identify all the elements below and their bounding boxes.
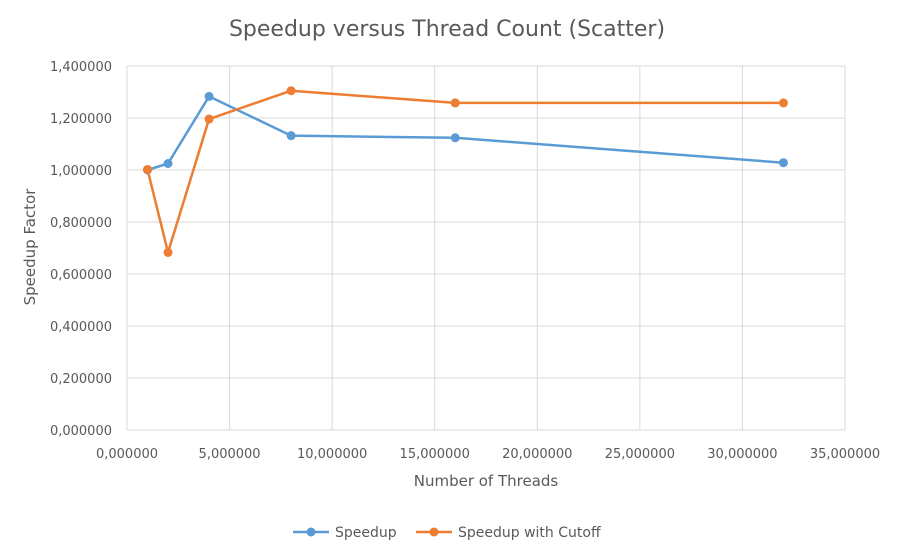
x-tick-label: 0,000000 (96, 447, 158, 462)
data-point (778, 158, 788, 168)
y-tick-label: 0,000000 (50, 424, 112, 439)
y-tick-label: 1,000000 (50, 164, 112, 179)
y-tick-label: 1,400000 (50, 60, 112, 75)
data-point (778, 98, 788, 108)
x-axis-title: Number of Threads (414, 472, 559, 490)
legend-item: Speedup (293, 525, 397, 541)
x-tick-label: 15,000000 (400, 447, 470, 462)
y-axis-title: Speedup Factor (21, 188, 39, 306)
x-tick-label: 35,000000 (810, 447, 880, 462)
series-line (146, 89, 784, 254)
x-tick-label: 30,000000 (707, 447, 777, 462)
data-point (450, 133, 460, 143)
x-tick-label: 10,000000 (297, 447, 367, 462)
legend-item: Speedup with Cutoff (416, 525, 601, 541)
legend-swatch-marker (429, 527, 439, 537)
legend: Speedup Speedup with Cutoff (293, 525, 601, 541)
data-point (204, 91, 214, 101)
legend-label: Speedup (335, 525, 397, 541)
tick-labels: 0,000000 0,200000 0,400000 0,600000 0,800000… (50, 60, 880, 462)
data-point (163, 247, 173, 257)
y-tick-label: 0,600000 (50, 268, 112, 283)
chart-title: Speedup versus Thread Count (Scatter) (229, 17, 665, 42)
x-tick-label: 25,000000 (605, 447, 675, 462)
gridlines (126, 65, 846, 431)
data-point (143, 164, 153, 174)
legend-swatch-marker (306, 527, 316, 537)
y-tick-label: 0,400000 (50, 320, 112, 335)
data-point (286, 86, 296, 96)
y-tick-label: 1,200000 (50, 112, 112, 127)
x-tick-label: 5,000000 (199, 447, 261, 462)
y-tick-label: 0,200000 (50, 372, 112, 387)
series-layer (143, 86, 788, 257)
data-point (450, 98, 460, 108)
y-tick-label: 0,800000 (50, 216, 112, 231)
data-point (204, 114, 214, 124)
series-1 (143, 91, 788, 175)
data-point (286, 131, 296, 141)
x-tick-label: 20,000000 (502, 447, 572, 462)
series-2 (143, 86, 788, 257)
legend-label: Speedup with Cutoff (458, 525, 601, 541)
data-point (163, 159, 173, 168)
